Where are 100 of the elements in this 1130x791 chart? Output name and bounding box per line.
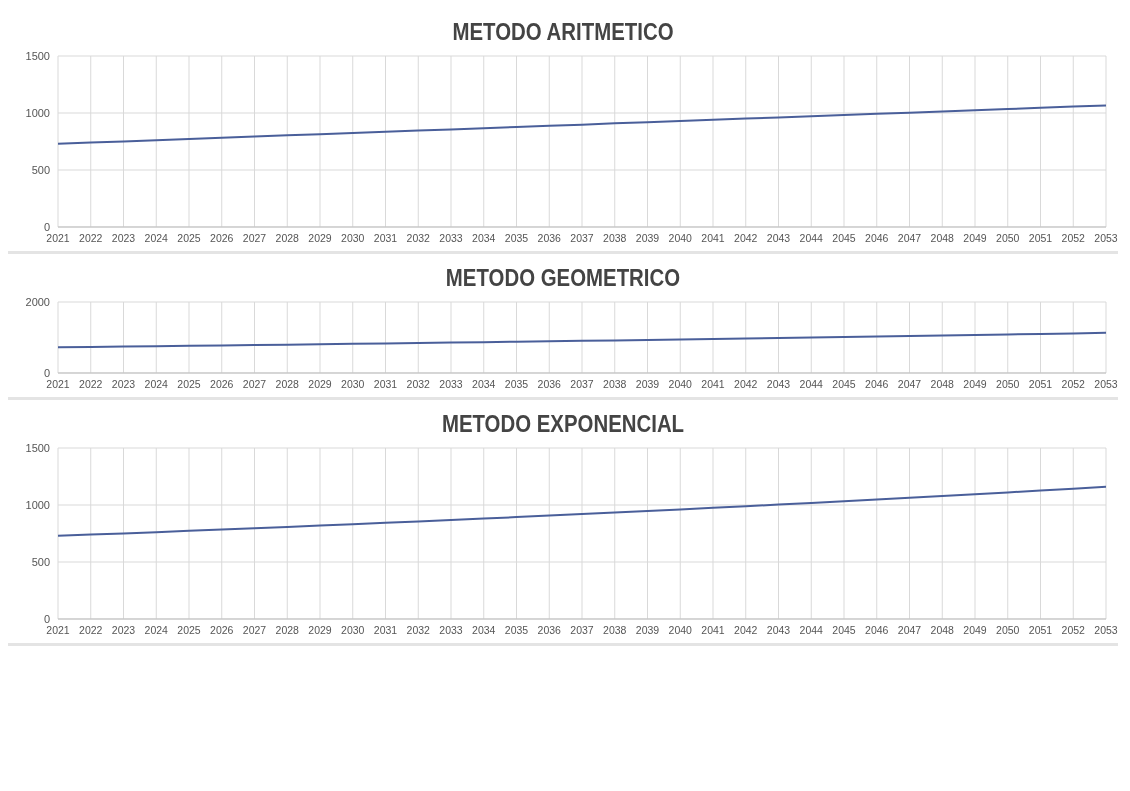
x-tick-label: 2037 — [570, 232, 594, 245]
x-tick-label: 2038 — [603, 624, 627, 637]
x-tick-label: 2049 — [963, 378, 987, 391]
x-tick-label: 2027 — [242, 378, 267, 391]
y-tick-label: 1500 — [25, 441, 50, 454]
x-tick-label: 2024 — [144, 624, 169, 637]
x-tick-label: 2036 — [537, 378, 562, 391]
x-tick-label: 2050 — [996, 378, 1020, 391]
x-tick-label: 2035 — [504, 378, 529, 391]
x-tick-label: 2034 — [472, 232, 496, 245]
x-tick-label: 2039 — [635, 378, 660, 391]
x-tick-label: 2022 — [79, 624, 103, 637]
line-series — [57, 104, 1107, 145]
x-tick-label: 2039 — [635, 232, 660, 245]
x-tick-label: 2031 — [373, 624, 398, 637]
x-tick-label: 2053 — [1094, 378, 1118, 391]
y-tick-label: 0 — [43, 220, 50, 233]
x-tick-label: 2036 — [537, 624, 562, 637]
x-tick-label: 2042 — [734, 232, 758, 245]
x-tick-label: 2042 — [734, 378, 758, 391]
x-tick-label: 2046 — [865, 624, 889, 637]
x-tick-label: 2038 — [603, 232, 627, 245]
x-tick-label: 2026 — [210, 378, 234, 391]
x-tick-label: 2053 — [1094, 232, 1118, 245]
x-tick-label: 2034 — [472, 378, 496, 391]
chart-title: METODO GEOMETRICO — [444, 264, 682, 292]
x-tick-label: 2031 — [373, 378, 398, 391]
x-tick-label: 2030 — [341, 232, 365, 245]
y-tick-label: 1500 — [25, 49, 50, 62]
x-tick-label: 2050 — [996, 232, 1020, 245]
x-tick-label: 2030 — [341, 378, 365, 391]
x-tick-label: 2030 — [341, 624, 365, 637]
x-tick-label: 2032 — [406, 232, 431, 245]
x-tick-label: 2028 — [275, 232, 300, 245]
x-tick-label: 2021 — [46, 232, 70, 245]
x-tick-label: 2041 — [701, 378, 725, 391]
x-tick-label: 2028 — [275, 378, 300, 391]
x-tick-label: 2024 — [144, 378, 169, 391]
x-tick-label: 2029 — [308, 378, 332, 391]
x-tick-label: 2023 — [111, 378, 136, 391]
x-tick-label: 2052 — [1061, 378, 1086, 391]
x-tick-label: 2033 — [439, 378, 463, 391]
x-tick-label: 2053 — [1094, 624, 1118, 637]
x-tick-label: 2044 — [799, 232, 824, 245]
x-tick-label: 2021 — [46, 378, 70, 391]
x-tick-label: 2049 — [963, 624, 987, 637]
line-series — [57, 485, 1107, 537]
x-tick-label: 2044 — [799, 624, 824, 637]
x-tick-label: 2023 — [111, 232, 136, 245]
y-tick-label: 1000 — [25, 498, 50, 511]
x-tick-label: 2026 — [210, 624, 234, 637]
x-tick-label: 2025 — [177, 232, 201, 245]
x-tick-label: 2024 — [144, 232, 169, 245]
x-tick-label: 2025 — [177, 378, 201, 391]
x-tick-label: 2029 — [308, 232, 332, 245]
x-tick-label: 2048 — [930, 624, 955, 637]
x-tick-label: 2044 — [799, 378, 824, 391]
x-tick-label: 2047 — [897, 624, 922, 637]
x-tick-label: 2040 — [668, 624, 693, 637]
x-tick-label: 2048 — [930, 378, 955, 391]
x-tick-label: 2047 — [897, 232, 922, 245]
x-tick-label: 2022 — [79, 232, 103, 245]
x-tick-label: 2029 — [308, 624, 332, 637]
x-tick-label: 2032 — [406, 378, 431, 391]
chart-title: METODO ARITMETICO — [451, 18, 675, 46]
x-tick-label: 2022 — [79, 378, 103, 391]
x-tick-label: 2037 — [570, 378, 594, 391]
x-tick-label: 2040 — [668, 378, 693, 391]
x-tick-label: 2037 — [570, 624, 594, 637]
x-tick-label: 2043 — [766, 232, 791, 245]
x-tick-label: 2033 — [439, 232, 463, 245]
x-tick-label: 2039 — [635, 624, 660, 637]
x-tick-label: 2041 — [701, 624, 725, 637]
x-tick-label: 2027 — [242, 232, 267, 245]
x-tick-label: 2051 — [1028, 232, 1053, 245]
x-tick-label: 2026 — [210, 232, 234, 245]
x-tick-label: 2036 — [537, 232, 562, 245]
x-tick-label: 2046 — [865, 378, 889, 391]
x-tick-label: 2021 — [46, 624, 70, 637]
y-tick-label: 500 — [31, 555, 50, 568]
x-tick-label: 2049 — [963, 232, 987, 245]
x-tick-label: 2027 — [242, 624, 267, 637]
x-tick-label: 2023 — [111, 624, 136, 637]
y-tick-label: 2000 — [25, 295, 50, 308]
x-tick-label: 2031 — [373, 232, 398, 245]
x-tick-label: 2040 — [668, 232, 693, 245]
x-tick-label: 2045 — [832, 378, 856, 391]
y-tick-label: 0 — [43, 612, 50, 625]
x-tick-label: 2034 — [472, 624, 496, 637]
x-tick-label: 2043 — [766, 624, 791, 637]
x-tick-label: 2038 — [603, 378, 627, 391]
x-tick-label: 2052 — [1061, 232, 1086, 245]
x-tick-label: 2042 — [734, 624, 758, 637]
x-tick-label: 2032 — [406, 624, 431, 637]
x-tick-label: 2048 — [930, 232, 955, 245]
x-tick-label: 2045 — [832, 624, 856, 637]
x-tick-label: 2047 — [897, 378, 922, 391]
x-tick-label: 2035 — [504, 624, 529, 637]
x-tick-label: 2052 — [1061, 624, 1086, 637]
y-tick-label: 0 — [43, 366, 50, 379]
